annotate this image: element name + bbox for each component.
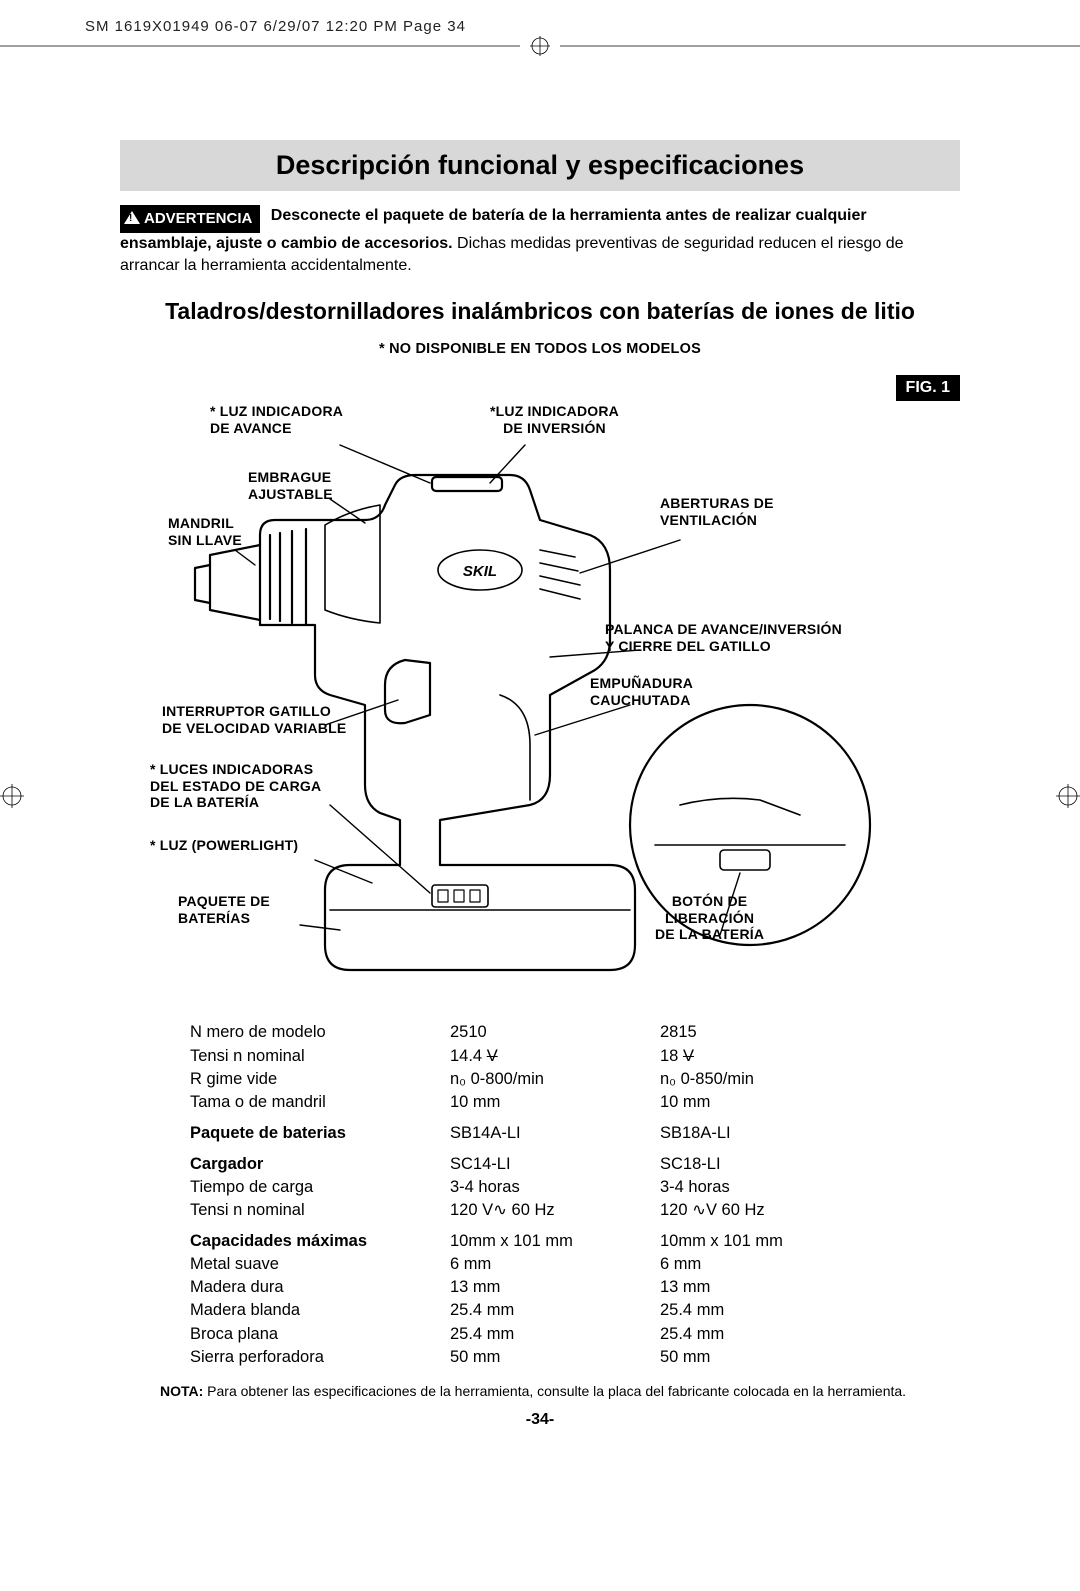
callout-interruptor: INTERRUPTOR GATILLODE VELOCIDAD VARIABLE — [162, 703, 346, 735]
callout-aberturas: ABERTURAS DEVENTILACIÓN — [660, 495, 774, 527]
table-row: Broca plana 25.4 mm 25.4 mm — [190, 1323, 870, 1346]
callout-paquete: PAQUETE DEBATERÍAS — [178, 893, 270, 925]
warning-paragraph: ADVERTENCIA Desconecte el paquete de bat… — [120, 205, 960, 276]
callout-luz-inversion: *LUZ INDICADORADE INVERSIÓN — [490, 403, 619, 435]
svg-text:SKIL: SKIL — [463, 563, 497, 580]
callout-palanca: PALANCA DE AVANCE/INVERSIÓNY CIERRE DEL … — [605, 621, 842, 653]
note-bold: NOTA: — [160, 1383, 203, 1399]
note-line: NOTA: Para obtener las especificaciones … — [160, 1383, 960, 1399]
callout-mandril: MANDRILSIN LLAVE — [168, 515, 242, 547]
asterisk-note: * NO DISPONIBLE EN TODOS LOS MODELOS — [120, 341, 960, 357]
table-section-header: Capacidades máximas 10mm x 101 mm 10mm x… — [190, 1222, 870, 1253]
callout-embrague: EMBRAGUEAJUSTABLE — [248, 469, 333, 501]
table-row: Tama o de mandril 10 mm 10 mm — [190, 1091, 870, 1114]
crop-mark-left — [0, 784, 24, 808]
table-section-header: Paquete de bateriasSB14A-LISB18A-LI — [190, 1114, 870, 1145]
page-number: -34- — [120, 1411, 960, 1429]
table-row: Sierra perforadora50 mm50 mm — [190, 1346, 870, 1369]
table-row: R gime viden₀ 0-800/minn₀ 0-850/min — [190, 1068, 870, 1091]
print-trim-header: SM 1619X01949 06-07 6/29/07 12:20 PM Pag… — [85, 18, 466, 35]
table-row: Madera blanda 25.4 mm 25.4 mm — [190, 1299, 870, 1322]
note-rest: Para obtener las especificaciones de la … — [203, 1383, 906, 1399]
warning-label: ADVERTENCIA — [144, 210, 252, 227]
table-row: N mero de modelo25102815 — [190, 1021, 870, 1044]
callout-powerlight: * LUZ (POWERLIGHT) — [150, 837, 298, 853]
table-section-header: CargadorSC14-LISC18-LI — [190, 1145, 870, 1176]
diagram-area: FIG. 1 — [120, 375, 960, 1015]
table-row: Madera dura13 mm13 mm — [190, 1276, 870, 1299]
crop-mark-right — [1056, 784, 1080, 808]
page-title: Descripción funcional y especificaciones — [120, 140, 960, 191]
subtitle: Taladros/destornilladores inalámbricos c… — [120, 298, 960, 325]
callout-boton: BOTÓN DELIBERACIÓNDE LA BATERÍA — [655, 893, 764, 941]
page-content: Descripción funcional y especificaciones… — [120, 140, 960, 1531]
table-row: Tensi n nominal 120 V∿ 60 Hz 120 ∿V 60 H… — [190, 1199, 870, 1222]
callout-luz-avance: * LUZ INDICADORADE AVANCE — [210, 403, 343, 435]
callout-empunadura: EMPUÑADURACAUCHUTADA — [590, 675, 693, 707]
table-row: Tiempo de carga 3-4 horas 3-4 horas — [190, 1176, 870, 1199]
table-row: Tensi n nominal14.4 V18 V — [190, 1045, 870, 1068]
callout-luces-carga: * LUCES INDICADORASDEL ESTADO DE CARGADE… — [150, 761, 321, 809]
figure-label: FIG. 1 — [896, 375, 960, 401]
crop-mark-top — [0, 36, 1080, 56]
warning-badge: ADVERTENCIA — [120, 205, 260, 233]
spec-table: N mero de modelo25102815Tensi n nominal1… — [190, 1021, 870, 1368]
table-row: Metal suave 6 mm 6 mm — [190, 1253, 870, 1276]
warning-icon — [124, 211, 140, 224]
